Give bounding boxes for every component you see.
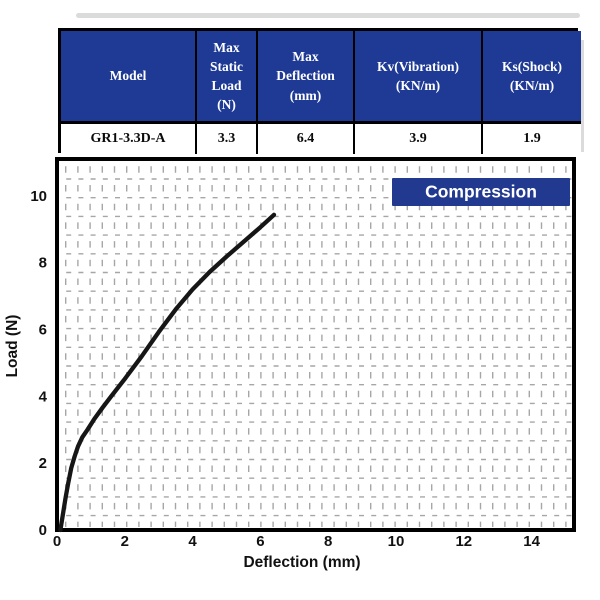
compression-badge — [392, 178, 570, 206]
x-tick-label: 14 — [523, 533, 540, 550]
scan-shadow-right — [581, 40, 584, 152]
y-tick-label: 6 — [39, 321, 47, 338]
y-tick-label: 8 — [39, 255, 47, 272]
x-tick-label: 0 — [53, 533, 61, 550]
table-header-ks-shock: Ks(Shock) (KN/m) — [483, 31, 581, 124]
x-tick-label: 4 — [188, 533, 197, 550]
y-tick-label: 0 — [39, 522, 47, 539]
x-tick-label: 6 — [256, 533, 264, 550]
x-tick-label: 10 — [388, 533, 405, 550]
scan-shadow-top — [76, 13, 580, 18]
x-tick-label: 12 — [455, 533, 472, 550]
y-tick-label: 10 — [30, 188, 47, 205]
y-axis-label: Load (N) — [4, 315, 21, 378]
x-axis-label: Deflection (mm) — [243, 554, 360, 571]
y-tick-label: 2 — [39, 455, 47, 472]
table-header-kv-vibration: Kv(Vibration) (KN/m) — [355, 31, 483, 124]
table-cell-ks-shock: 1.9 — [483, 124, 581, 154]
compression-curve — [58, 212, 277, 533]
table-cell-kv-vibration: 3.9 — [355, 124, 483, 154]
table-cell-max-static-load: 3.3 — [197, 124, 258, 154]
plot-frame — [55, 157, 576, 532]
table-cell-max-deflection: 6.4 — [258, 124, 355, 154]
compression-chart: Compression 0 2 4 6 8 10 12 14 0 2 4 6 8 10 Deflection … — [4, 157, 576, 571]
x-tick-label: 8 — [324, 533, 332, 550]
table-header-model: Model — [61, 31, 197, 124]
table-header-max-static-load: Max Static Load (N) — [197, 31, 258, 124]
table-header-max-deflection: Max Deflection (mm) — [258, 31, 355, 124]
x-tick-label: 2 — [121, 533, 129, 550]
y-tick-label: 4 — [39, 388, 48, 405]
compression-badge-label: Compression — [425, 182, 537, 202]
spec-table: Model Max Static Load (N) Max Deflection… — [58, 28, 581, 154]
table-cell-model: GR1-3.3D-A — [61, 124, 197, 154]
